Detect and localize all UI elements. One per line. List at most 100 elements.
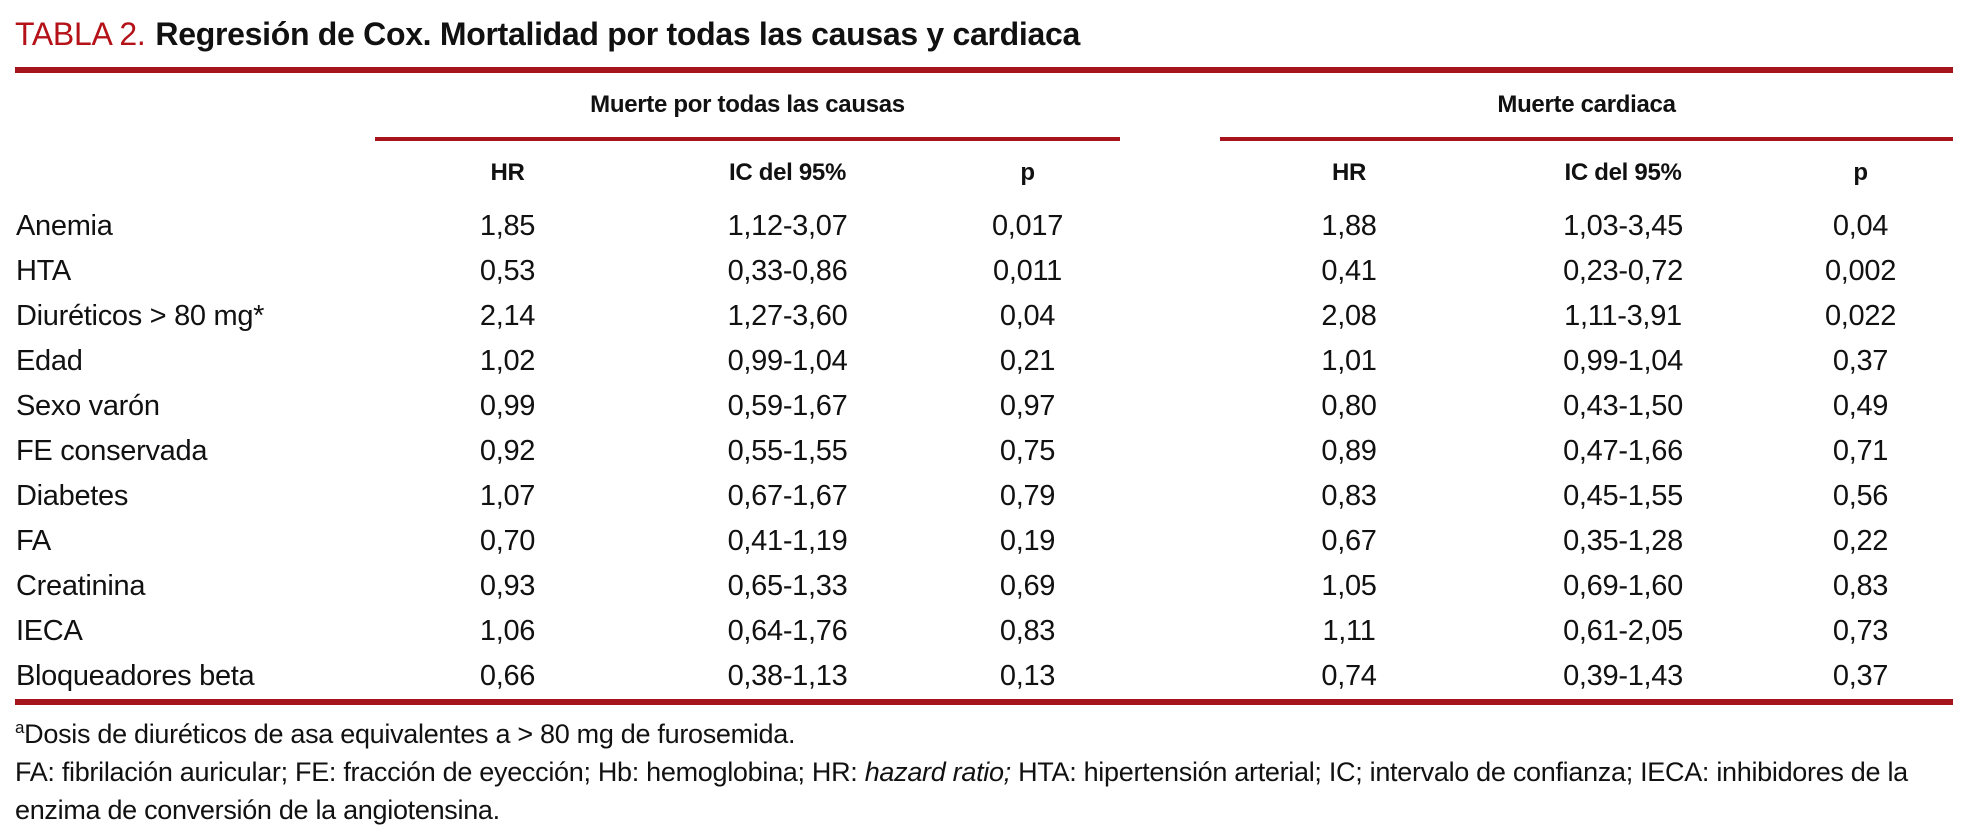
row-label: FE conservada — [16, 435, 208, 467]
cell-ic-all-cause: 0,59-1,67 — [727, 390, 848, 422]
cell-ic-cardiac: 0,23-0,72 — [1563, 255, 1683, 287]
group-header-cardiac: Muerte cardiaca — [1220, 73, 1953, 141]
row-label: Sexo varón — [16, 390, 160, 422]
cell-p-all-cause: 0,83 — [999, 615, 1056, 647]
column-spacer — [1120, 339, 1220, 384]
column-spacer — [1120, 249, 1220, 294]
table-row: Creatinina 0,93 0,65-1,33 0,69 1,05 0,69… — [15, 564, 1953, 609]
cell-p-all-cause: 0,19 — [999, 525, 1056, 557]
subheader-ic-cardiac: IC del 95% — [1564, 158, 1682, 186]
footnotes: aDosis de diuréticos de asa equivalentes… — [15, 715, 1953, 829]
cell-p-all-cause: 0,97 — [999, 390, 1056, 422]
cell-hr-cardiac: 0,83 — [1321, 480, 1377, 512]
cell-p-cardiac: 0,04 — [1832, 210, 1889, 242]
row-label: Anemia — [16, 210, 113, 242]
column-spacer — [1120, 519, 1220, 564]
row-label: Diabetes — [16, 480, 129, 512]
column-spacer — [1120, 384, 1220, 429]
row-label: Edad — [16, 345, 83, 377]
cell-hr-cardiac: 1,88 — [1321, 210, 1377, 242]
group-header-all-cause: Muerte por todas las causas — [375, 73, 1121, 141]
cell-p-cardiac: 0,22 — [1832, 525, 1889, 557]
table-row: Bloqueadores beta 0,66 0,38-1,13 0,13 0,… — [15, 654, 1953, 702]
footnote-marker-a: a — [15, 718, 25, 737]
cell-p-all-cause: 0,04 — [999, 300, 1056, 332]
footnote-abbr-post: HTA: hipertensión arterial; IC; interval… — [15, 757, 1908, 825]
column-spacer — [1120, 609, 1220, 654]
table-body: Anemia 1,85 1,12-3,07 0,017 1,88 1,03-3,… — [15, 204, 1953, 702]
cell-ic-cardiac: 1,11-3,91 — [1564, 300, 1682, 332]
cell-p-all-cause: 0,69 — [999, 570, 1056, 602]
cell-hr-cardiac: 0,74 — [1321, 660, 1377, 692]
cell-ic-cardiac: 0,43-1,50 — [1563, 390, 1683, 422]
cell-hr-cardiac: 1,01 — [1321, 345, 1377, 377]
cell-ic-cardiac: 0,61-2,05 — [1563, 615, 1683, 647]
cell-ic-all-cause: 0,64-1,76 — [727, 615, 848, 647]
cell-p-cardiac: 0,49 — [1832, 390, 1889, 422]
cell-ic-all-cause: 0,41-1,19 — [727, 525, 848, 557]
table-title-text: Regresión de Cox. Mortalidad por todas l… — [155, 16, 1080, 52]
table-row: Anemia 1,85 1,12-3,07 0,017 1,88 1,03-3,… — [15, 204, 1953, 249]
cell-p-all-cause: 0,13 — [999, 660, 1056, 692]
cell-hr-all-cause: 0,92 — [479, 435, 536, 467]
cell-ic-all-cause: 0,65-1,33 — [727, 570, 848, 602]
column-spacer — [1120, 429, 1220, 474]
cell-hr-cardiac: 0,89 — [1321, 435, 1377, 467]
cell-ic-all-cause: 1,12-3,07 — [727, 210, 848, 242]
cell-ic-all-cause: 0,33-0,86 — [727, 255, 848, 287]
subheader-hr-all-cause: HR — [490, 158, 525, 186]
table-row: HTA 0,53 0,33-0,86 0,011 0,41 0,23-0,72 … — [15, 249, 1953, 294]
column-spacer — [1120, 474, 1220, 519]
column-spacer — [1120, 654, 1220, 702]
cell-hr-all-cause: 0,53 — [479, 255, 536, 287]
cell-hr-cardiac: 0,67 — [1321, 525, 1377, 557]
cell-hr-all-cause: 1,85 — [479, 210, 536, 242]
subheader-p-cardiac: p — [1853, 158, 1868, 186]
cell-ic-cardiac: 0,45-1,55 — [1563, 480, 1683, 512]
cell-p-cardiac: 0,73 — [1832, 615, 1889, 647]
subheader-ic-all-cause: IC del 95% — [728, 158, 847, 186]
title-divider-rule — [15, 67, 1953, 73]
row-label: Diuréticos > 80 mg* — [16, 300, 265, 332]
cell-p-all-cause: 0,017 — [991, 210, 1064, 242]
column-spacer — [1120, 294, 1220, 339]
row-label: HTA — [16, 255, 71, 287]
table-row: IECA 1,06 0,64-1,76 0,83 1,11 0,61-2,05 … — [15, 609, 1953, 654]
cell-ic-cardiac: 1,03-3,45 — [1563, 210, 1683, 242]
cell-ic-cardiac: 0,39-1,43 — [1563, 660, 1683, 692]
column-spacer — [1120, 73, 1220, 139]
subheader-empty-cell — [15, 139, 375, 204]
group-header-empty-cell — [15, 73, 375, 139]
footnote-abbr-italic: hazard ratio; — [864, 757, 1011, 787]
cell-p-cardiac: 0,71 — [1832, 435, 1889, 467]
cell-ic-cardiac: 0,99-1,04 — [1563, 345, 1683, 377]
table-row: Sexo varón 0,99 0,59-1,67 0,97 0,80 0,43… — [15, 384, 1953, 429]
footnote-dose-text: Dosis de diuréticos de asa equivalentes … — [24, 719, 796, 749]
footnote-abbreviations: FA: fibrilación auricular; FE: fracción … — [15, 753, 1953, 829]
table-row: FE conservada 0,92 0,55-1,55 0,75 0,89 0… — [15, 429, 1953, 474]
table-title: TABLA 2. Regresión de Cox. Mortalidad por… — [15, 14, 1953, 54]
column-spacer — [1120, 204, 1220, 249]
cell-ic-cardiac: 0,35-1,28 — [1563, 525, 1683, 557]
cell-hr-all-cause: 0,66 — [479, 660, 536, 692]
cell-ic-all-cause: 1,27-3,60 — [727, 300, 848, 332]
table-row: Diuréticos > 80 mg* 2,14 1,27-3,60 0,04 … — [15, 294, 1953, 339]
cell-p-all-cause: 0,79 — [999, 480, 1056, 512]
cell-p-cardiac: 0,37 — [1832, 660, 1889, 692]
cell-p-cardiac: 0,022 — [1824, 300, 1897, 332]
cell-hr-all-cause: 0,93 — [479, 570, 536, 602]
footnote-dose: aDosis de diuréticos de asa equivalentes… — [15, 715, 1953, 753]
cell-hr-all-cause: 0,70 — [479, 525, 536, 557]
cell-ic-all-cause: 0,67-1,67 — [727, 480, 848, 512]
cell-hr-cardiac: 0,41 — [1321, 255, 1377, 287]
subheader-row: HR IC del 95% p HR IC del 95% p — [15, 139, 1953, 204]
footnote-abbr-pre: FA: fibrilación auricular; FE: fracción … — [15, 757, 865, 787]
cell-ic-all-cause: 0,38-1,13 — [727, 660, 848, 692]
table-number-label: TABLA 2. — [15, 16, 146, 52]
cell-hr-all-cause: 2,14 — [479, 300, 536, 332]
cell-p-all-cause: 0,011 — [993, 255, 1062, 287]
table-row: Edad 1,02 0,99-1,04 0,21 1,01 0,99-1,04 … — [15, 339, 1953, 384]
cell-hr-all-cause: 1,07 — [479, 480, 536, 512]
cell-hr-cardiac: 1,05 — [1321, 570, 1377, 602]
